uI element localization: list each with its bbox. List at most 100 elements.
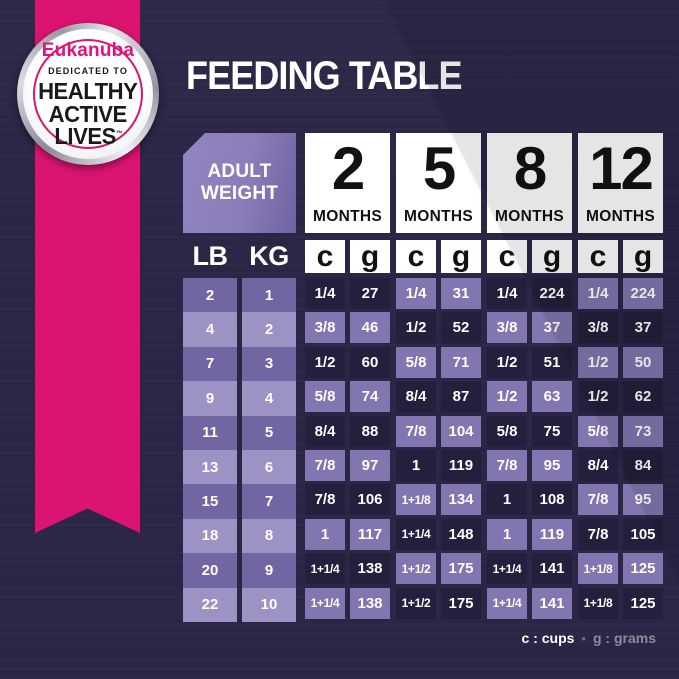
amount-cell: 1/4 bbox=[396, 278, 436, 309]
badge-healthy-text: HEALTHY bbox=[38, 78, 138, 105]
brand-logo-text: Eukanuba bbox=[41, 40, 135, 62]
table-row: 18 8 1 117 1+1/4 148 1 119 7/8 105 bbox=[183, 518, 663, 554]
table-row: 15 7 7/8 106 1+1/8 134 1 108 7/8 95 bbox=[183, 484, 663, 519]
weight-cell-kg: 10 bbox=[242, 587, 296, 622]
amount-cell: 224 bbox=[532, 278, 572, 309]
amount-cell: 141 bbox=[532, 587, 572, 619]
unit-header-cups: c bbox=[305, 240, 345, 273]
unit-header-cups: c bbox=[578, 240, 618, 273]
table-header-row: ADULT WEIGHT 2 MONTHS 5 MONTHS 8 MONTHS 12 MONT… bbox=[183, 133, 663, 233]
amount-cell: 5/8 bbox=[305, 381, 345, 413]
legend-grams: g : grams bbox=[592, 630, 656, 646]
amount-cell: 97 bbox=[350, 449, 390, 481]
amount-cell: 138 bbox=[350, 553, 390, 585]
month-header-2-months: 2 MONTHS bbox=[305, 133, 390, 233]
unit-header-grams: g bbox=[350, 240, 390, 273]
amount-cell: 46 bbox=[350, 312, 390, 344]
month-header-12-months: 12 MONTHS bbox=[578, 133, 663, 233]
amount-cell: 31 bbox=[441, 278, 481, 309]
amount-cell: 1+1/4 bbox=[305, 587, 345, 619]
legend-separator-dot: • bbox=[581, 630, 586, 646]
brand-badge: Eukanuba DEDICATED TO HEALTHY ACTIVE LIV… bbox=[17, 23, 159, 165]
amount-cell: 175 bbox=[441, 587, 481, 619]
amount-cell: 1+1/4 bbox=[487, 587, 527, 619]
weight-cell-lb: 11 bbox=[183, 415, 237, 450]
amount-cell: 1+1/4 bbox=[396, 518, 436, 550]
amount-cell: 63 bbox=[532, 381, 572, 413]
weight-cell-kg: 8 bbox=[242, 518, 296, 554]
amount-cell: 75 bbox=[532, 415, 572, 447]
badge-dedication-text: DEDICATED TO bbox=[48, 66, 128, 77]
weight-header-kg: KG bbox=[249, 241, 289, 271]
amount-cell: 60 bbox=[350, 346, 390, 378]
badge-inner-disc: Eukanuba DEDICATED TO HEALTHY ACTIVE LIV… bbox=[23, 29, 153, 159]
amount-cell: 141 bbox=[532, 553, 572, 585]
amount-cell: 1/2 bbox=[578, 381, 618, 413]
weight-cell-kg: 7 bbox=[242, 484, 296, 519]
weight-cell-kg: 6 bbox=[242, 449, 296, 485]
amount-cell: 7/8 bbox=[396, 415, 436, 447]
weight-cell-lb: 2 bbox=[183, 278, 237, 313]
amount-cell: 7/8 bbox=[487, 449, 527, 481]
month-number: 12 bbox=[589, 135, 654, 202]
weight-cell-lb: 20 bbox=[183, 553, 237, 588]
feeding-table: ADULT WEIGHT 2 MONTHS 5 MONTHS 8 MONTHS 12 MONT… bbox=[183, 133, 663, 622]
month-label: MONTHS bbox=[495, 208, 564, 225]
table-row: 13 6 7/8 97 1 119 7/8 95 8/4 84 bbox=[183, 449, 663, 485]
weight-cell-lb: 7 bbox=[183, 346, 237, 382]
amount-cell: 175 bbox=[441, 553, 481, 585]
amount-cell: 95 bbox=[623, 484, 663, 516]
amount-cell: 1+1/8 bbox=[578, 587, 618, 619]
amount-cell: 1/4 bbox=[487, 278, 527, 309]
amount-cell: 108 bbox=[532, 484, 572, 516]
weight-cell-kg: 4 bbox=[242, 381, 296, 416]
badge-lives-text: LIVES™ bbox=[53, 123, 123, 150]
table-row: 11 5 8/4 88 7/8 104 5/8 75 5/8 73 bbox=[183, 415, 663, 450]
amount-cell: 134 bbox=[441, 484, 481, 516]
weight-cell-kg: 1 bbox=[242, 278, 296, 313]
trademark-symbol: ™ bbox=[115, 130, 123, 138]
amount-cell: 3/8 bbox=[578, 312, 618, 344]
amount-cell: 8/4 bbox=[396, 381, 436, 413]
month-label: MONTHS bbox=[313, 208, 382, 225]
adult-weight-header: ADULT WEIGHT bbox=[183, 133, 296, 233]
weight-cell-kg: 2 bbox=[242, 312, 296, 347]
weight-cell-kg: 9 bbox=[242, 553, 296, 588]
table-row: 20 9 1+1/4 138 1+1/2 175 1+1/4 141 1+1/8 125 bbox=[183, 553, 663, 588]
month-number: 2 bbox=[331, 135, 365, 202]
amount-cell: 1+1/8 bbox=[578, 553, 618, 585]
amount-cell: 1/2 bbox=[487, 346, 527, 378]
amount-cell: 1+1/2 bbox=[396, 553, 436, 585]
units-legend: c : cups • g : grams bbox=[522, 630, 656, 646]
table-row: 2 1 1/4 27 1/4 31 1/4 224 1/4 224 bbox=[183, 278, 663, 313]
amount-cell: 1/2 bbox=[487, 381, 527, 413]
unit-header-cups: c bbox=[396, 240, 436, 273]
amount-cell: 1 bbox=[396, 449, 436, 481]
weight-header-lb: LB bbox=[192, 241, 229, 271]
amount-cell: 1/2 bbox=[578, 346, 618, 378]
amount-cell: 106 bbox=[350, 484, 390, 516]
weight-cell-kg: 5 bbox=[242, 415, 296, 450]
amount-cell: 8/4 bbox=[305, 415, 345, 447]
amount-cell: 62 bbox=[623, 381, 663, 413]
table-row: 7 3 1/2 60 5/8 71 1/2 51 1/2 50 bbox=[183, 346, 663, 382]
amount-cell: 7/8 bbox=[578, 484, 618, 516]
amount-cell: 3/8 bbox=[487, 312, 527, 344]
amount-cell: 5/8 bbox=[487, 415, 527, 447]
amount-cell: 7/8 bbox=[305, 449, 345, 481]
amount-cell: 7/8 bbox=[305, 484, 345, 516]
unit-header-grams: g bbox=[623, 240, 663, 273]
month-label: MONTHS bbox=[586, 208, 655, 225]
month-label: MONTHS bbox=[404, 208, 473, 225]
amount-cell: 105 bbox=[623, 518, 663, 550]
weight-cell-kg: 3 bbox=[242, 346, 296, 382]
month-number: 5 bbox=[422, 135, 456, 202]
amount-cell: 138 bbox=[350, 587, 390, 619]
amount-cell: 125 bbox=[623, 553, 663, 585]
amount-cell: 1+1/8 bbox=[396, 484, 436, 516]
table-row: 9 4 5/8 74 8/4 87 1/2 63 1/2 62 bbox=[183, 381, 663, 416]
amount-cell: 73 bbox=[623, 415, 663, 447]
unit-header-cups: c bbox=[487, 240, 527, 273]
amount-cell: 95 bbox=[532, 449, 572, 481]
